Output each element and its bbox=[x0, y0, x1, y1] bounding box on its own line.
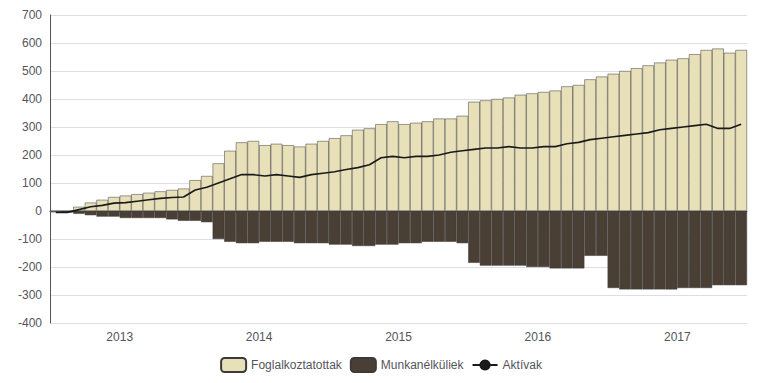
svg-text:-100: -100 bbox=[18, 232, 42, 246]
svg-text:-400: -400 bbox=[18, 316, 42, 330]
svg-text:Aktívak: Aktívak bbox=[503, 358, 543, 372]
svg-text:2017: 2017 bbox=[664, 330, 691, 344]
svg-text:100: 100 bbox=[22, 176, 42, 190]
svg-text:2014: 2014 bbox=[246, 330, 273, 344]
svg-text:2013: 2013 bbox=[106, 330, 133, 344]
svg-text:600: 600 bbox=[22, 36, 42, 50]
svg-text:Munkanélküliek: Munkanélküliek bbox=[381, 358, 465, 372]
svg-text:2016: 2016 bbox=[525, 330, 552, 344]
svg-text:0: 0 bbox=[35, 204, 42, 218]
svg-text:400: 400 bbox=[22, 92, 42, 106]
svg-text:300: 300 bbox=[22, 120, 42, 134]
svg-text:700: 700 bbox=[22, 8, 42, 22]
svg-text:Foglalkoztatottak: Foglalkoztatottak bbox=[251, 358, 343, 372]
svg-text:500: 500 bbox=[22, 64, 42, 78]
svg-text:2015: 2015 bbox=[385, 330, 412, 344]
svg-text:200: 200 bbox=[22, 148, 42, 162]
svg-text:-300: -300 bbox=[18, 288, 42, 302]
svg-text:-200: -200 bbox=[18, 260, 42, 274]
